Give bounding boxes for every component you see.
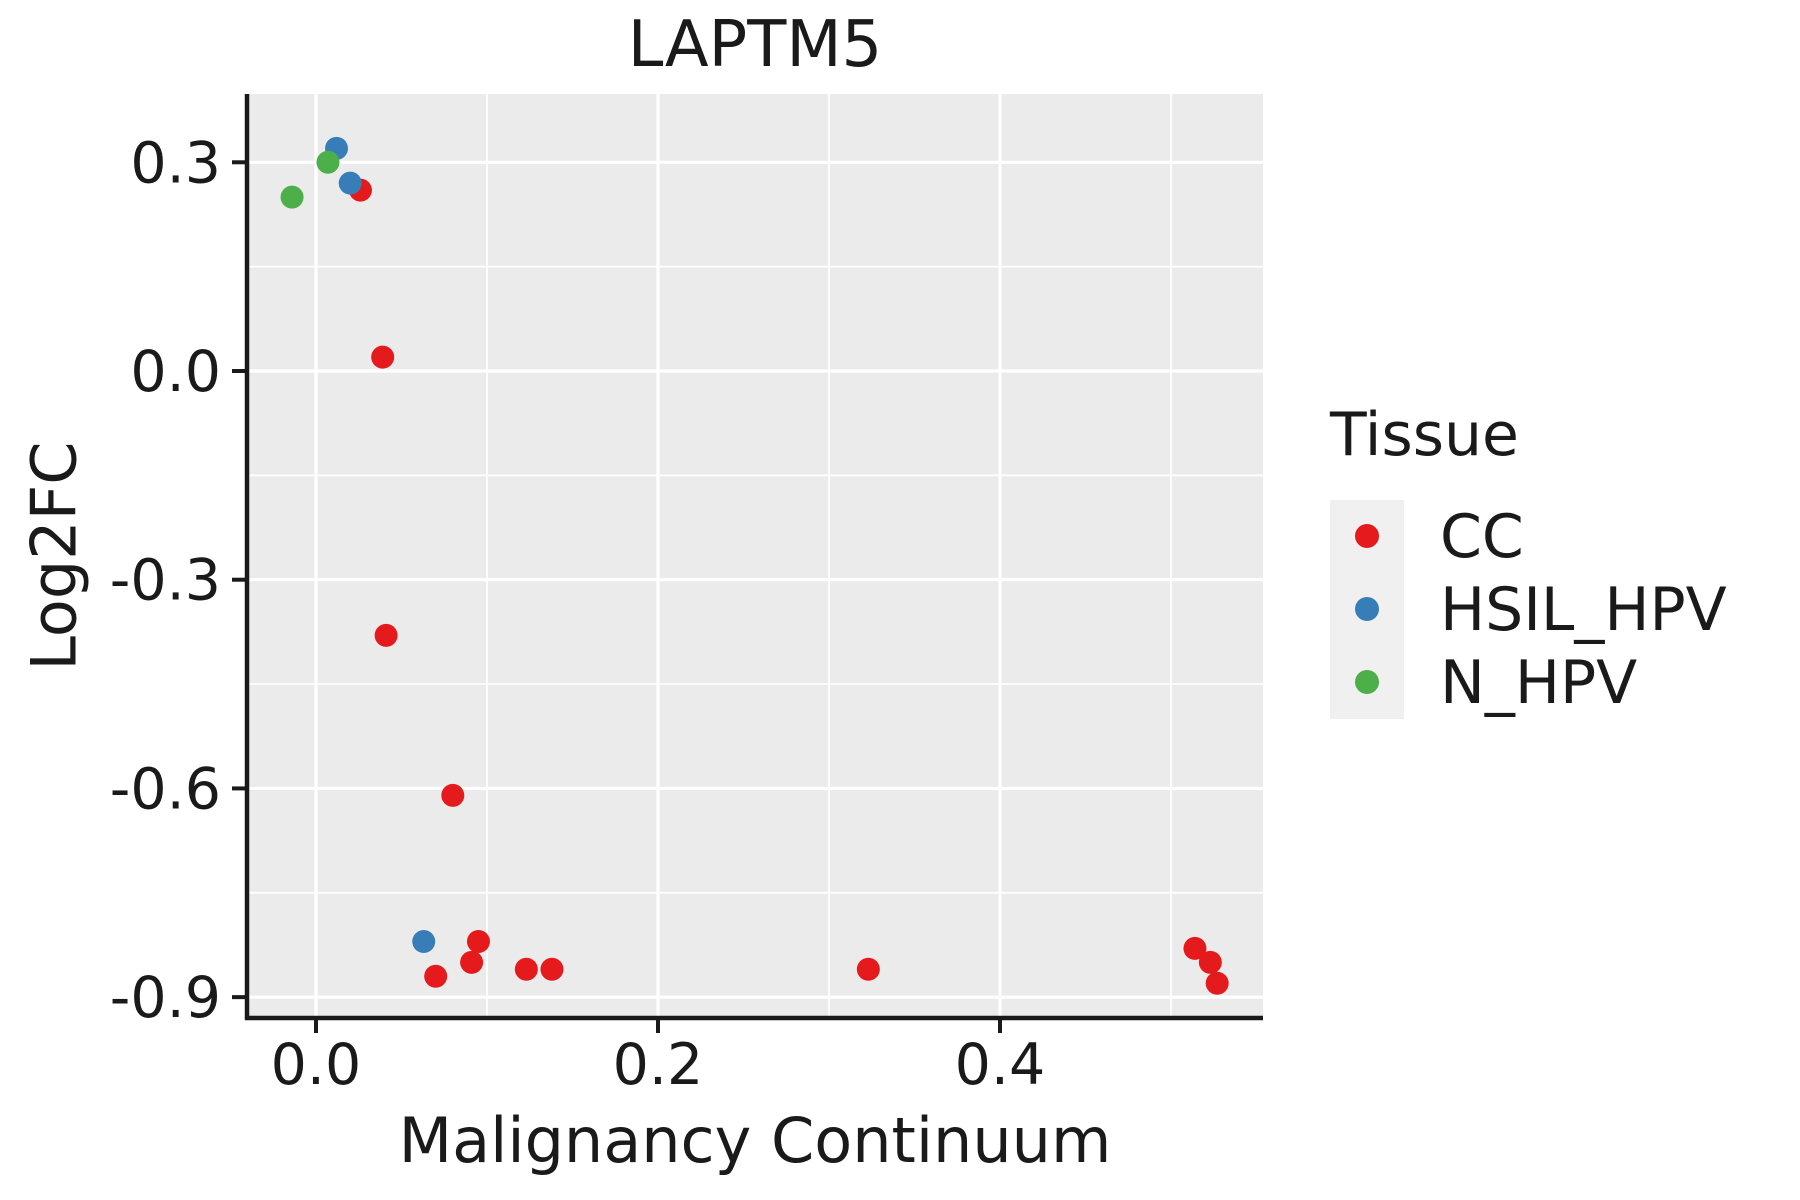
x-tick-label: 0.4 (955, 1032, 1046, 1098)
legend-key (1330, 573, 1404, 646)
data-point-cc (466, 929, 490, 953)
data-point-cc (424, 964, 448, 988)
plot-panel (247, 94, 1263, 1018)
data-point-cc (441, 783, 465, 807)
legend: Tissue CC HSIL_HPV N_HPV (1330, 398, 1727, 719)
x-tick-label: 0.2 (613, 1032, 704, 1098)
data-point-cc (1183, 936, 1207, 960)
legend-title: Tissue (1330, 400, 1519, 470)
legend-item-cc: CC (1330, 500, 1727, 573)
plot-title: LAPTM5 (627, 8, 883, 82)
data-point-hsil_hpv (412, 929, 436, 953)
data-point-hsil_hpv (338, 171, 362, 195)
legend-item-n-hpv: N_HPV (1330, 646, 1727, 719)
data-point-cc (1205, 971, 1229, 995)
legend-key (1330, 500, 1404, 573)
data-point-cc (374, 623, 398, 647)
legend-label-hsil-hpv: HSIL_HPV (1440, 574, 1727, 645)
hsil-hpv-dot-icon (1355, 597, 1379, 621)
cc-dot-icon (1355, 524, 1379, 548)
y-tick-label: -0.9 (110, 965, 221, 1031)
n-hpv-dot-icon (1355, 670, 1379, 694)
legend-key (1330, 646, 1404, 719)
y-tick-label: -0.3 (110, 548, 221, 614)
y-tick-label: -0.6 (110, 756, 221, 822)
data-point-cc (371, 345, 395, 369)
data-point-n_hpv (316, 150, 340, 174)
x-axis-title: Malignancy Continuum (398, 1104, 1112, 1177)
y-tick-label: 0.0 (130, 339, 221, 405)
data-point-cc (1198, 950, 1222, 974)
y-axis-title: Log2FC (17, 441, 91, 671)
legend-label-cc: CC (1440, 501, 1524, 572)
data-point-cc (856, 957, 880, 981)
data-point-cc (514, 957, 538, 981)
data-point-n_hpv (280, 185, 304, 209)
y-tick-label: 0.3 (130, 130, 221, 196)
legend-label-n-hpv: N_HPV (1440, 647, 1638, 718)
legend-item-hsil-hpv: HSIL_HPV (1330, 573, 1727, 646)
data-point-cc (540, 957, 564, 981)
data-point-cc (460, 950, 484, 974)
x-tick-label: 0.0 (271, 1032, 362, 1098)
